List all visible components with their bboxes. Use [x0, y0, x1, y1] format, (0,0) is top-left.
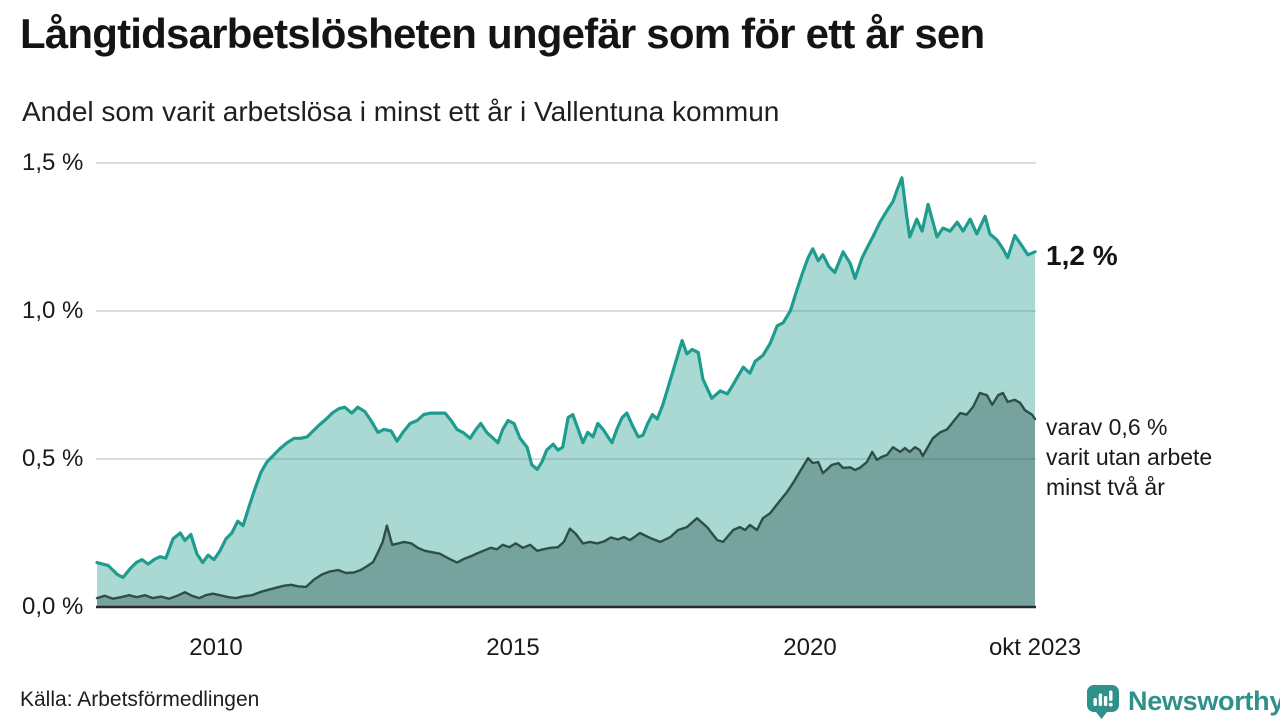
secondary-series-label: varav 0,6 % varit utan arbete minst två …: [1046, 414, 1213, 500]
newsworthy-bubble-chart-icon: [1087, 685, 1119, 719]
x-tick-2020: 2020: [783, 634, 837, 661]
newsworthy-logo: Newsworthy: [1085, 683, 1280, 719]
newsworthy-wordmark: Newsworthy: [1128, 685, 1280, 716]
x-tick-2015: 2015: [486, 634, 540, 661]
chart-title: Långtidsarbetslösheten ungefär som för e…: [20, 10, 985, 57]
y-tick-1-5: 1,5 %: [22, 149, 84, 176]
chart-subtitle: Andel som varit arbetslösa i minst ett å…: [22, 96, 780, 127]
source-note: Källa: Arbetsförmedlingen: [20, 688, 260, 711]
y-tick-1-0: 1,0 %: [22, 297, 84, 324]
x-tick-2010: 2010: [189, 634, 243, 661]
end-value-label: 1,2 %: [1046, 240, 1118, 271]
x-tick-okt-2023: okt 2023: [988, 634, 1082, 661]
y-tick-0-5: 0,5 %: [22, 445, 84, 472]
y-tick-0-0: 0,0 %: [22, 593, 84, 620]
